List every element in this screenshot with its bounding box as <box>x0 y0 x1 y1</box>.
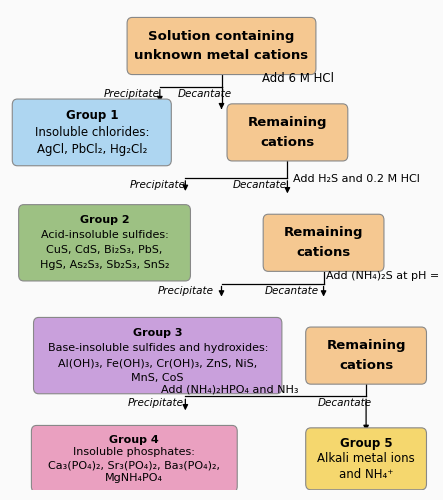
Text: Group 1: Group 1 <box>66 109 118 122</box>
Text: Precipitate: Precipitate <box>157 286 214 296</box>
Text: Insoluble phosphates:: Insoluble phosphates: <box>74 448 195 458</box>
Text: Precipitate: Precipitate <box>128 398 183 407</box>
Text: Group 4: Group 4 <box>109 434 159 444</box>
FancyBboxPatch shape <box>306 428 427 490</box>
Text: Add (NH₄)₂S at pH = 8: Add (NH₄)₂S at pH = 8 <box>326 271 443 281</box>
Text: MgNH₄PO₄: MgNH₄PO₄ <box>105 473 163 483</box>
Text: Base-insoluble sulfides and hydroxides:: Base-insoluble sulfides and hydroxides: <box>47 343 268 353</box>
Text: Precipitate: Precipitate <box>104 88 160 99</box>
Text: Alkali metal ions: Alkali metal ions <box>317 452 415 466</box>
Text: Group 2: Group 2 <box>80 215 129 225</box>
Text: Decantate: Decantate <box>178 88 232 99</box>
Text: Al(OH)₃, Fe(OH)₃, Cr(OH)₃, ZnS, NiS,: Al(OH)₃, Fe(OH)₃, Cr(OH)₃, ZnS, NiS, <box>58 358 257 368</box>
Text: Decantate: Decantate <box>233 180 287 190</box>
Text: Group 5: Group 5 <box>340 437 392 450</box>
Text: Group 3: Group 3 <box>133 328 183 338</box>
Text: Insoluble chlorides:: Insoluble chlorides: <box>35 126 149 139</box>
Text: MnS, CoS: MnS, CoS <box>132 373 184 383</box>
FancyBboxPatch shape <box>306 327 427 384</box>
Text: Decantate: Decantate <box>264 286 319 296</box>
Text: Acid-insoluble sulfides:: Acid-insoluble sulfides: <box>41 230 168 240</box>
Text: Precipitate: Precipitate <box>130 180 186 190</box>
FancyBboxPatch shape <box>127 18 316 74</box>
FancyBboxPatch shape <box>227 104 348 161</box>
FancyBboxPatch shape <box>12 99 171 166</box>
FancyBboxPatch shape <box>34 318 282 394</box>
FancyBboxPatch shape <box>19 204 190 281</box>
Text: Decantate: Decantate <box>318 398 372 407</box>
Text: Remaining: Remaining <box>284 226 363 239</box>
Text: cations: cations <box>296 246 351 259</box>
FancyBboxPatch shape <box>31 426 237 492</box>
Text: CuS, CdS, Bi₂S₃, PbS,: CuS, CdS, Bi₂S₃, PbS, <box>47 246 163 256</box>
Text: Solution containing: Solution containing <box>148 30 295 43</box>
Text: unknown metal cations: unknown metal cations <box>134 50 309 62</box>
Text: HgS, As₂S₃, Sb₂S₃, SnS₂: HgS, As₂S₃, Sb₂S₃, SnS₂ <box>40 260 169 270</box>
Text: Remaining: Remaining <box>248 116 327 129</box>
Text: Remaining: Remaining <box>326 339 406 352</box>
Text: Add (NH₄)₂HPO₄ and NH₃: Add (NH₄)₂HPO₄ and NH₃ <box>161 384 299 394</box>
Text: Add 6 M HCl: Add 6 M HCl <box>262 72 334 85</box>
Text: Add H₂S and 0.2 M HCl: Add H₂S and 0.2 M HCl <box>293 174 420 184</box>
Text: AgCl, PbCl₂, Hg₂Cl₂: AgCl, PbCl₂, Hg₂Cl₂ <box>37 142 147 156</box>
Text: cations: cations <box>339 359 393 372</box>
FancyBboxPatch shape <box>263 214 384 272</box>
Text: cations: cations <box>260 136 315 149</box>
Text: Ca₃(PO₄)₂, Sr₃(PO₄)₂, Ba₃(PO₄)₂,: Ca₃(PO₄)₂, Sr₃(PO₄)₂, Ba₃(PO₄)₂, <box>48 460 220 470</box>
Text: and NH₄⁺: and NH₄⁺ <box>339 468 393 480</box>
